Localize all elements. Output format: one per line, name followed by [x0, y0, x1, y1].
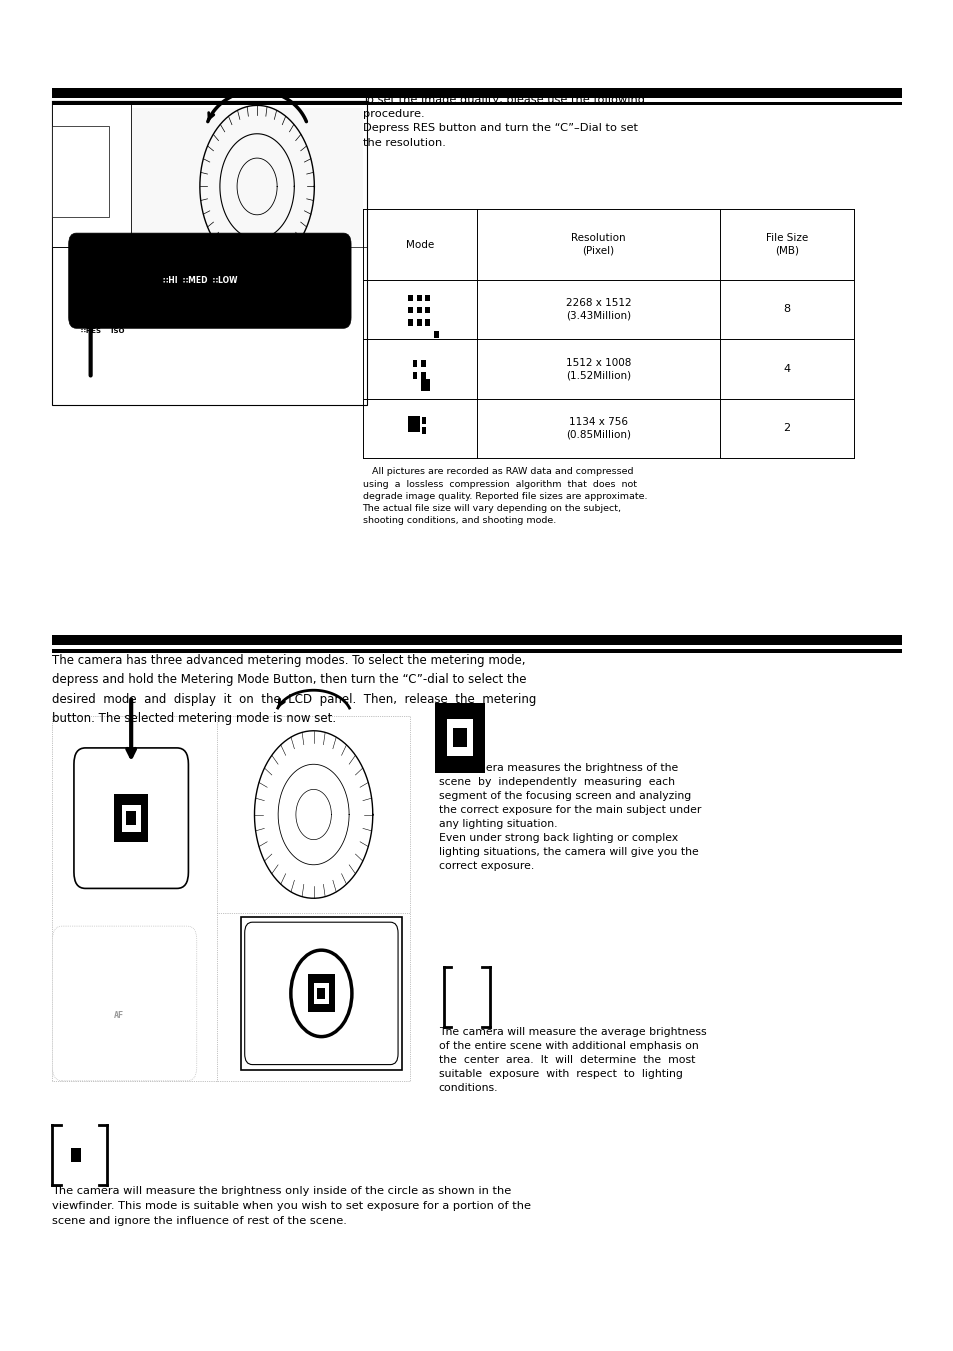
Bar — [408, 295, 413, 301]
Bar — [57, 108, 362, 240]
Bar — [308, 974, 335, 1012]
Text: All pictures are recorded as RAW data and compressed
using  a  lossless  compres: All pictures are recorded as RAW data an… — [362, 467, 646, 526]
Bar — [314, 984, 329, 1004]
Bar — [421, 417, 426, 424]
Text: The camera has three advanced metering modes. To select the metering mode,
depre: The camera has three advanced metering m… — [52, 654, 537, 725]
Text: To set the image quality, please use the following
procedure.
Depress RES button: To set the image quality, please use the… — [362, 95, 645, 147]
Bar — [412, 361, 416, 367]
Bar — [52, 635, 901, 644]
Bar — [425, 295, 430, 301]
Bar — [114, 794, 149, 843]
Bar — [122, 805, 140, 831]
Bar — [421, 427, 426, 434]
Bar — [71, 1148, 81, 1162]
Bar — [446, 719, 473, 757]
Text: ∷RES    ISO: ∷RES ISO — [81, 328, 125, 334]
Bar — [52, 101, 901, 105]
Text: ∷HI  ∷MED  ∷LOW: ∷HI ∷MED ∷LOW — [163, 276, 237, 285]
Bar — [416, 307, 421, 313]
FancyBboxPatch shape — [69, 234, 351, 328]
Bar — [425, 307, 430, 313]
Text: Mode: Mode — [405, 239, 434, 250]
Bar — [453, 728, 466, 747]
Bar — [52, 126, 109, 218]
Text: The camera measures the brightness of the
scene  by  independently  measuring  e: The camera measures the brightness of th… — [438, 763, 700, 871]
Text: 2: 2 — [782, 423, 790, 434]
Bar — [126, 811, 136, 825]
Bar — [421, 380, 429, 392]
Bar — [412, 373, 416, 380]
Bar — [317, 988, 325, 998]
Bar — [408, 319, 413, 326]
Bar — [52, 101, 132, 247]
Bar — [434, 331, 438, 338]
Text: File Size
(MB): File Size (MB) — [765, 234, 807, 255]
FancyBboxPatch shape — [74, 748, 189, 889]
Bar — [416, 319, 421, 326]
Bar — [52, 88, 901, 97]
Bar — [416, 295, 421, 301]
Text: 1512 x 1008
(1.52Million): 1512 x 1008 (1.52Million) — [565, 358, 631, 380]
Bar — [425, 319, 430, 326]
Bar — [435, 703, 484, 773]
Bar — [421, 361, 425, 367]
Text: AF: AF — [114, 1011, 124, 1020]
Bar — [421, 373, 425, 380]
Bar — [52, 101, 367, 405]
Text: Resolution
(Pixel): Resolution (Pixel) — [571, 234, 625, 255]
Text: The camera will measure the average brightness
of the entire scene with addition: The camera will measure the average brig… — [438, 1027, 706, 1093]
Bar — [52, 716, 410, 1081]
Bar — [408, 416, 419, 432]
FancyBboxPatch shape — [52, 927, 196, 1081]
Text: 4: 4 — [782, 363, 790, 374]
Text: 1134 x 756
(0.85Million): 1134 x 756 (0.85Million) — [565, 417, 631, 439]
FancyBboxPatch shape — [244, 923, 397, 1065]
Bar — [52, 648, 901, 653]
Text: The camera will measure the brightness only inside of the circle as shown in the: The camera will measure the brightness o… — [52, 1186, 531, 1225]
Text: 8: 8 — [782, 304, 790, 315]
Text: 2268 x 1512
(3.43Million): 2268 x 1512 (3.43Million) — [565, 299, 631, 320]
Bar — [240, 917, 401, 1070]
Bar — [408, 307, 413, 313]
